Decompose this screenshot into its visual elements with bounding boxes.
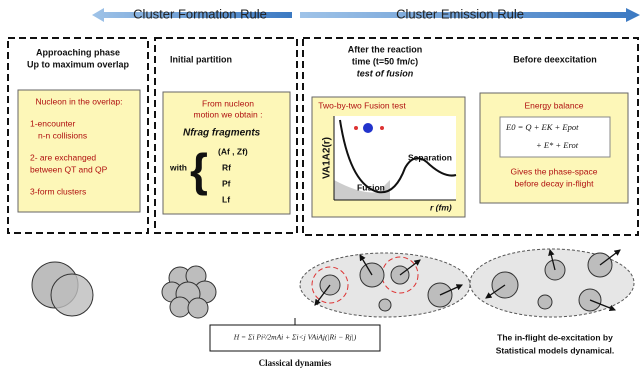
deexcitation-scene <box>470 249 634 317</box>
box-text: Nucleon in the overlap: <box>36 96 123 106</box>
diagram: Cluster Formation Rule Cluster Emission … <box>0 0 643 372</box>
panel-title: After the reaction <box>348 44 423 54</box>
header-left: Cluster Formation Rule <box>133 6 267 21</box>
fragment <box>379 299 391 311</box>
axis-label: r (fm) <box>430 202 452 212</box>
axis-label: VA1A2(r) <box>322 137 333 179</box>
box-text: Rf <box>222 162 231 172</box>
box-text: 3-form clusters <box>30 186 86 196</box>
box-text: Nfrag fragments <box>183 128 261 139</box>
box-text: with <box>169 162 187 172</box>
box-text: Two-by-two Fusion test <box>318 100 406 110</box>
caption: The in-flight de-excitation by <box>497 332 613 342</box>
box-text: n-n collisions <box>38 130 87 140</box>
caption: Classical dynamies <box>259 358 332 368</box>
box-text: 1-encounter <box>30 118 76 128</box>
box-text: before decay in-flight <box>515 178 595 188</box>
panel-title: Before deexcitation <box>513 54 597 64</box>
fragment <box>170 297 190 317</box>
box-text: (Af , Zf) <box>218 146 248 156</box>
box-text: From nucleon <box>202 98 254 108</box>
box-text: Gives the phase-space <box>511 166 598 176</box>
curve-label: Fusion <box>357 182 385 192</box>
box-text: Pf <box>222 178 231 188</box>
nucleus <box>51 274 93 316</box>
fragment-cluster <box>162 266 216 318</box>
nucleus <box>354 126 358 130</box>
box-text: Lf <box>222 194 230 204</box>
brace: { <box>190 144 208 196</box>
panel-title: test of fusion <box>357 68 414 78</box>
nucleus <box>380 126 384 130</box>
hamiltonian: H = Σi Pi²/2mAi + Σi<j VAiAj(|Ri − Rj|) <box>233 333 357 342</box>
box-text: + E* + Erot <box>536 140 579 150</box>
panel-title: Up to maximum overlap <box>27 59 130 69</box>
caption: Statistical models dynamical. <box>496 345 615 355</box>
fragment <box>538 295 552 309</box>
box-text: motion we obtain : <box>194 109 263 119</box>
overlap-nuclei <box>32 262 93 316</box>
panel-title: Approaching phase <box>36 47 120 57</box>
nucleus <box>363 123 373 133</box>
panel-title: Initial partition <box>170 54 232 64</box>
panel-title: time (t=50 fm/c) <box>352 56 418 66</box>
curve-label: Separation <box>408 152 452 162</box>
box-text: Energy balance <box>524 100 583 110</box>
box-text: 2- are exchanged <box>30 152 96 162</box>
box-text: E0 = Q + EK + Epot <box>505 122 579 132</box>
header-right: Cluster Emission Rule <box>396 6 524 21</box>
box-text: between QT and QP <box>30 164 108 174</box>
fragment <box>188 298 208 318</box>
fusion-test-scene <box>300 253 470 317</box>
